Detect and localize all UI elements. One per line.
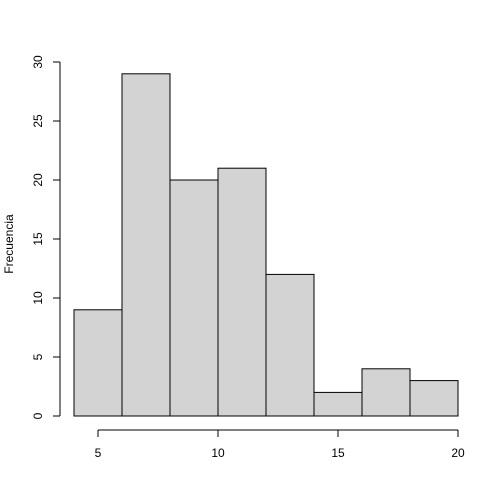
x-tick-label: 20 (451, 446, 465, 460)
y-axis-title: Frecuencia (2, 214, 16, 274)
y-tick-label: 15 (31, 232, 45, 246)
y-tick-label: 20 (31, 173, 45, 187)
histogram-bar (169, 179, 219, 417)
x-tick-label: 10 (211, 446, 225, 460)
x-tick-label: 5 (95, 446, 102, 460)
y-tick-label: 5 (31, 353, 45, 360)
y-tick-label: 30 (31, 55, 45, 69)
y-tick-label: 25 (31, 114, 45, 128)
histogram-bar (121, 73, 171, 417)
x-tick-label: 15 (331, 446, 345, 460)
y-axis-ticks: 0 5 10 15 20 25 30 (31, 55, 60, 419)
y-tick-label: 10 (31, 291, 45, 305)
histogram-bar (409, 380, 459, 417)
histogram-bars (73, 73, 459, 417)
histogram-bar (265, 273, 315, 417)
histogram-bar (361, 368, 411, 417)
histogram-bar (313, 391, 363, 417)
x-axis-ticks: 5 10 15 20 (95, 430, 465, 460)
y-tick-label: 0 (31, 412, 45, 419)
histogram-bar (217, 167, 267, 417)
histogram-bar (73, 309, 123, 417)
